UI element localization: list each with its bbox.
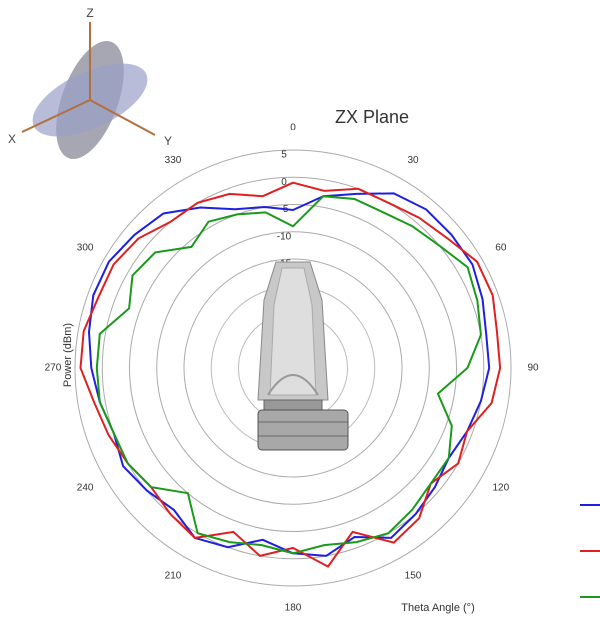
- grid-ring: [74, 149, 512, 587]
- chart-title: ZX Plane: [335, 107, 409, 127]
- r-tick-label: 0: [281, 177, 287, 188]
- theta-tick-label: 60: [495, 243, 507, 254]
- mask: [248, 130, 338, 134]
- grid-ring: [156, 231, 430, 505]
- antenna-base: [257, 409, 349, 451]
- series-line: [95, 195, 482, 555]
- grid-ring: [101, 176, 485, 560]
- theta-tick-label: 330: [165, 155, 182, 166]
- theta-tick-label: 30: [407, 155, 419, 166]
- antenna-body: [267, 374, 319, 396]
- theta-tick-label: 270: [45, 363, 62, 374]
- theta-tick-label: 180: [285, 603, 302, 614]
- icon-label: Y: [164, 134, 172, 148]
- series-line: [79, 181, 502, 568]
- antenna-base: [263, 399, 323, 411]
- icon-label: Z: [86, 6, 93, 20]
- legend: [580, 504, 600, 598]
- theta-tick-label: 120: [493, 483, 510, 494]
- orientation-icon: Z X Y: [8, 6, 172, 160]
- y-axis-title: Power (dBm): [62, 323, 74, 387]
- x-axis-title: Theta Angle (°): [401, 602, 475, 614]
- grid-ring: [183, 258, 403, 478]
- theta-tick-label: 240: [77, 483, 94, 494]
- antenna-body: [269, 267, 317, 396]
- r-tick-label: -10: [277, 231, 292, 242]
- grid-ring: [129, 204, 457, 532]
- theta-tick-label: 210: [165, 570, 182, 581]
- antenna-image: [248, 130, 349, 451]
- icon-axis: [21, 99, 91, 133]
- theta-tick-label: 0: [290, 123, 296, 134]
- icon-label: X: [8, 132, 16, 146]
- r-tick-label: 5: [281, 150, 287, 161]
- icon-axis: [89, 99, 156, 136]
- theta-tick-label: 300: [77, 243, 94, 254]
- theta-tick-label: 90: [527, 363, 539, 374]
- theta-tick-label: 150: [405, 570, 422, 581]
